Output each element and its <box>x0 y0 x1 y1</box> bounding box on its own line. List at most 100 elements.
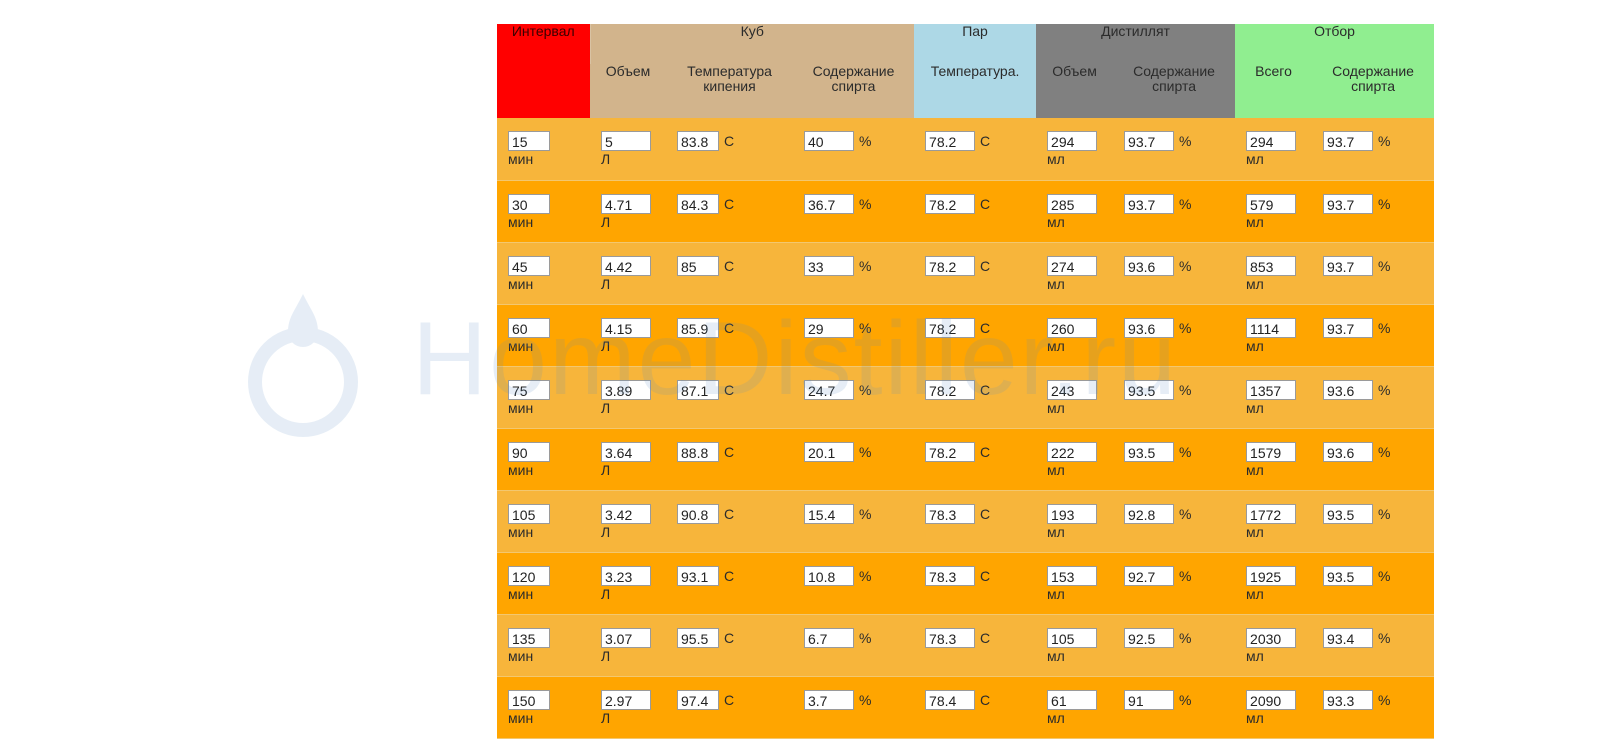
kub-temp-input[interactable]: 85 <box>677 255 719 276</box>
total-input[interactable]: 1925 <box>1246 565 1297 586</box>
kub-temp-input[interactable]: 84.3 <box>677 193 719 214</box>
table-cell: 93.5% <box>1113 428 1236 490</box>
unit-label: % <box>1378 505 1391 522</box>
kub-alcohol-input[interactable]: 3.7 <box>804 689 854 710</box>
dist-alcohol-input[interactable]: 92.8 <box>1124 503 1175 524</box>
par-temp-input[interactable]: 78.2 <box>925 441 976 462</box>
par-temp-input[interactable]: 78.2 <box>925 193 976 214</box>
interval-input[interactable]: 30 <box>508 193 550 214</box>
kub-volume-input[interactable]: 4.42 <box>601 255 651 276</box>
par-temp-input[interactable]: 78.3 <box>925 627 976 648</box>
total-alcohol-input[interactable]: 93.7 <box>1323 131 1374 151</box>
unit-label: % <box>1378 195 1391 212</box>
kub-alcohol-input[interactable]: 29 <box>804 317 854 338</box>
kub-alcohol-input[interactable]: 40 <box>804 131 854 151</box>
total-input[interactable]: 2090 <box>1246 689 1297 710</box>
interval-input[interactable]: 75 <box>508 379 550 400</box>
dist-volume-input[interactable]: 274 <box>1047 255 1098 276</box>
interval-input[interactable]: 45 <box>508 255 550 276</box>
par-temp-input[interactable]: 78.4 <box>925 689 976 710</box>
kub-alcohol-input[interactable]: 10.8 <box>804 565 854 586</box>
kub-volume-input[interactable]: 3.42 <box>601 503 651 524</box>
total-input[interactable]: 1357 <box>1246 379 1297 400</box>
dist-volume-input[interactable]: 153 <box>1047 565 1098 586</box>
total-input[interactable]: 853 <box>1246 255 1297 276</box>
dist-volume-input[interactable]: 243 <box>1047 379 1098 400</box>
total-alcohol-input[interactable]: 93.7 <box>1323 255 1374 276</box>
kub-alcohol-input[interactable]: 36.7 <box>804 193 854 214</box>
interval-input[interactable]: 120 <box>508 565 550 586</box>
dist-volume-input[interactable]: 285 <box>1047 193 1098 214</box>
dist-volume-input[interactable]: 61 <box>1047 689 1098 710</box>
kub-alcohol-input[interactable]: 24.7 <box>804 379 854 400</box>
interval-input[interactable]: 105 <box>508 503 550 524</box>
kub-temp-input[interactable]: 85.9 <box>677 317 719 338</box>
kub-volume-input[interactable]: 3.07 <box>601 627 651 648</box>
total-alcohol-input[interactable]: 93.5 <box>1323 503 1374 524</box>
kub-temp-input[interactable]: 93.1 <box>677 565 719 586</box>
total-alcohol-input[interactable]: 93.4 <box>1323 627 1374 648</box>
total-input[interactable]: 1772 <box>1246 503 1297 524</box>
kub-temp-input[interactable]: 90.8 <box>677 503 719 524</box>
kub-temp-input[interactable]: 97.4 <box>677 689 719 710</box>
dist-alcohol-input[interactable]: 93.5 <box>1124 441 1175 462</box>
par-temp-input[interactable]: 78.2 <box>925 379 976 400</box>
kub-volume-input[interactable]: 3.23 <box>601 565 651 586</box>
dist-alcohol-input[interactable]: 93.6 <box>1124 255 1175 276</box>
dist-volume-input[interactable]: 105 <box>1047 627 1098 648</box>
dist-volume-input[interactable]: 222 <box>1047 441 1098 462</box>
par-temp-input[interactable]: 78.2 <box>925 131 976 151</box>
par-temp-input[interactable]: 78.2 <box>925 317 976 338</box>
kub-volume-input[interactable]: 3.89 <box>601 379 651 400</box>
interval-input[interactable]: 90 <box>508 441 550 462</box>
dist-alcohol-input[interactable]: 93.5 <box>1124 379 1175 400</box>
interval-input[interactable]: 150 <box>508 689 550 710</box>
total-input[interactable]: 579 <box>1246 193 1297 214</box>
kub-volume-input[interactable]: 5 <box>601 131 651 151</box>
kub-volume-input[interactable]: 2.97 <box>601 689 651 710</box>
dist-alcohol-input[interactable]: 93.6 <box>1124 317 1175 338</box>
total-alcohol-input[interactable]: 93.6 <box>1323 441 1374 462</box>
total-input[interactable]: 294 <box>1246 131 1297 151</box>
par-temp-input[interactable]: 78.2 <box>925 255 976 276</box>
total-input[interactable]: 2030 <box>1246 627 1297 648</box>
dist-volume-input[interactable]: 260 <box>1047 317 1098 338</box>
unit-label: % <box>1378 443 1391 460</box>
kub-alcohol-input[interactable]: 33 <box>804 255 854 276</box>
kub-temp-input[interactable]: 88.8 <box>677 441 719 462</box>
sub-header-row: Объем Температура кипения Содержание спи… <box>497 64 1435 118</box>
par-temp-input[interactable]: 78.3 <box>925 503 976 524</box>
total-input[interactable]: 1114 <box>1246 317 1297 338</box>
table-cell: 4.42 Л <box>590 242 666 304</box>
header-kub-alcohol: Содержание спирта <box>793 64 915 118</box>
kub-temp-input[interactable]: 95.5 <box>677 627 719 648</box>
kub-temp-input[interactable]: 83.8 <box>677 131 719 151</box>
unit-label: % <box>859 629 872 646</box>
kub-volume-input[interactable]: 4.71 <box>601 193 651 214</box>
total-alcohol-input[interactable]: 93.7 <box>1323 317 1374 338</box>
par-temp-input[interactable]: 78.3 <box>925 565 976 586</box>
unit-label: % <box>1179 195 1192 212</box>
table-cell: 85 С <box>666 242 793 304</box>
total-alcohol-input[interactable]: 93.5 <box>1323 565 1374 586</box>
interval-input[interactable]: 135 <box>508 627 550 648</box>
total-input[interactable]: 1579 <box>1246 441 1297 462</box>
dist-volume-input[interactable]: 294 <box>1047 131 1098 151</box>
kub-alcohol-input[interactable]: 20.1 <box>804 441 854 462</box>
dist-volume-input[interactable]: 193 <box>1047 503 1098 524</box>
total-alcohol-input[interactable]: 93.3 <box>1323 689 1374 710</box>
kub-volume-input[interactable]: 4.15 <box>601 317 651 338</box>
kub-alcohol-input[interactable]: 15.4 <box>804 503 854 524</box>
kub-volume-input[interactable]: 3.64 <box>601 441 651 462</box>
interval-input[interactable]: 60 <box>508 317 550 338</box>
dist-alcohol-input[interactable]: 93.7 <box>1124 131 1175 151</box>
kub-alcohol-input[interactable]: 6.7 <box>804 627 854 648</box>
dist-alcohol-input[interactable]: 92.5 <box>1124 627 1175 648</box>
kub-temp-input[interactable]: 87.1 <box>677 379 719 400</box>
total-alcohol-input[interactable]: 93.7 <box>1323 193 1374 214</box>
total-alcohol-input[interactable]: 93.6 <box>1323 379 1374 400</box>
dist-alcohol-input[interactable]: 92.7 <box>1124 565 1175 586</box>
interval-input[interactable]: 15 <box>508 131 550 151</box>
dist-alcohol-input[interactable]: 93.7 <box>1124 193 1175 214</box>
dist-alcohol-input[interactable]: 91 <box>1124 689 1175 710</box>
